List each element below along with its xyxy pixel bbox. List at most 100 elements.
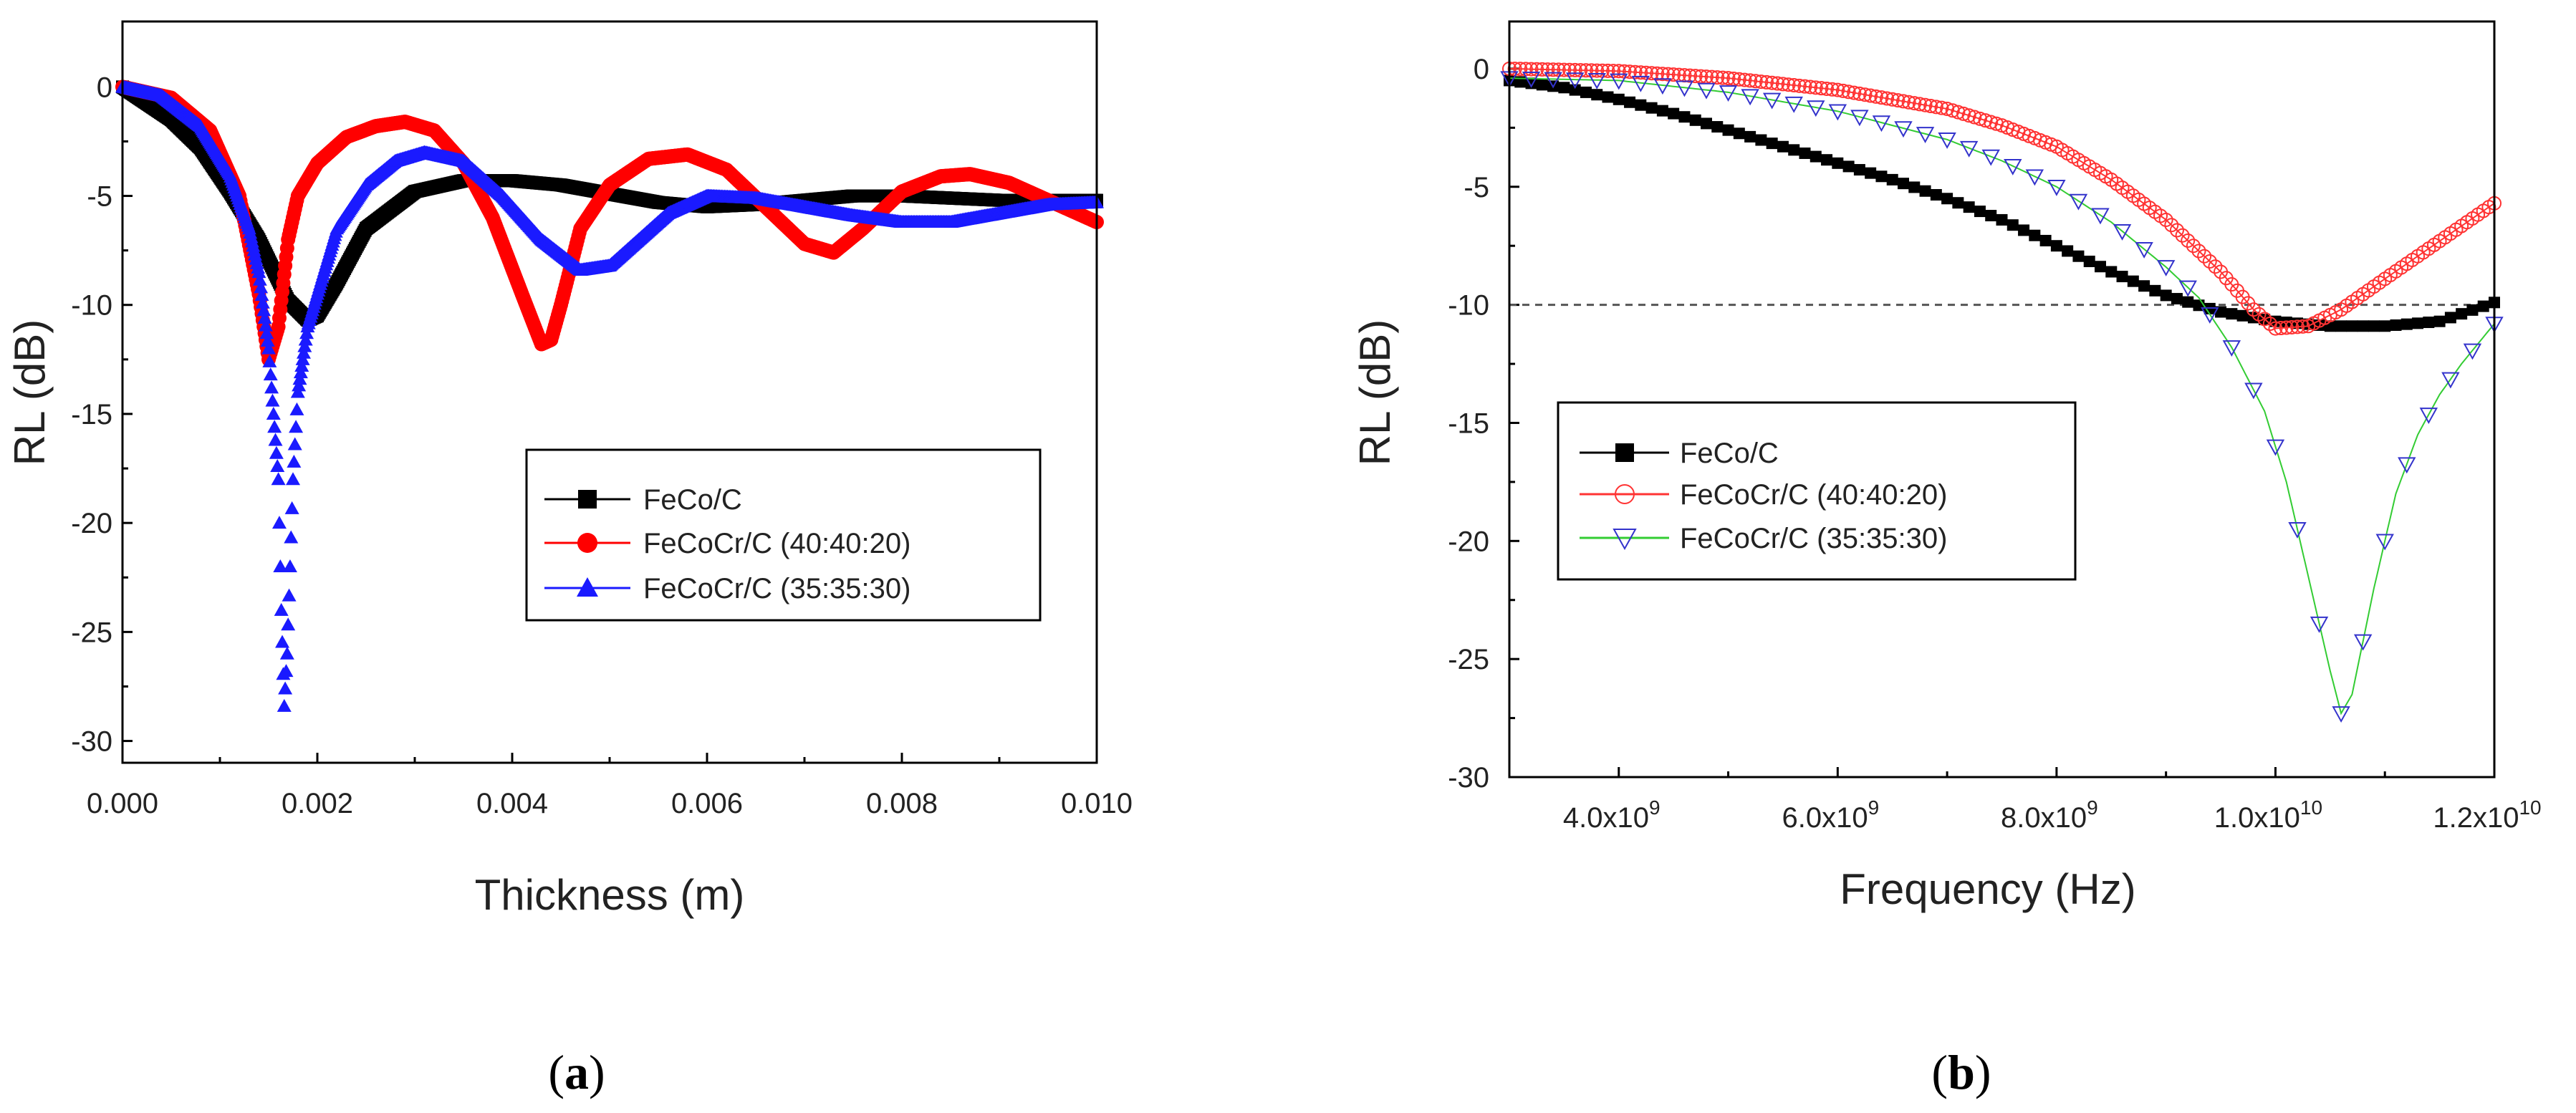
chart-a-point xyxy=(255,295,270,309)
chart-b-point xyxy=(1557,62,1572,77)
chart-b-point xyxy=(1754,74,1769,90)
chart-b-point xyxy=(1787,78,1802,93)
chart-b-point xyxy=(1565,72,1585,90)
chart-b-point xyxy=(1733,127,1745,140)
chart-b-point xyxy=(1850,110,1869,127)
chart-b-point xyxy=(1645,102,1658,114)
chart-b-point xyxy=(1963,201,1975,213)
chart-b-ytick-label: -25 xyxy=(1448,644,1489,675)
chart-a: 0.000 0.002 0.004 0.006 0.008 0.010 0 -5 -10 -15 -… xyxy=(6,20,1133,1099)
chart-b-point xyxy=(2412,317,2424,329)
chart-a-point xyxy=(297,339,312,352)
chart-b-point xyxy=(1951,105,1966,120)
chart-b-point xyxy=(1996,213,2008,226)
chart-a-point xyxy=(284,530,299,544)
chart-a-ytick-label: 0 xyxy=(97,72,112,103)
chart-b-point xyxy=(2191,244,2206,259)
chart-b-point xyxy=(1755,134,1767,146)
chart-b-point xyxy=(2113,223,2132,241)
chart-b-xtick-exponent: 10 xyxy=(2519,796,2541,819)
chart-b-point xyxy=(1683,68,1698,83)
chart-b-point xyxy=(2178,280,2197,297)
chart-b-point xyxy=(2202,254,2217,269)
chart-b-legend-marker xyxy=(1613,529,1637,551)
chart-a-point xyxy=(267,420,282,433)
chart-a-point xyxy=(293,365,308,379)
chart-a-legend-marker xyxy=(577,577,598,597)
panel-label-a: (a) xyxy=(548,1045,605,1099)
chart-a-point xyxy=(282,588,297,602)
chart-b-point xyxy=(1536,79,1548,91)
chart-a-point xyxy=(284,501,299,514)
chart-a-xtick-label: 0.008 xyxy=(866,788,938,819)
chart-b-point xyxy=(1814,81,1829,96)
chart-b-point xyxy=(1587,72,1606,90)
chart-b-point xyxy=(1764,75,1779,90)
chart-a-point xyxy=(273,559,288,573)
chart-a-ticks: 0.000 0.002 0.004 0.006 0.008 0.010 0 -5 -10 -15 -… xyxy=(71,72,1133,819)
chart-b-point xyxy=(2201,307,2219,324)
chart-b-point xyxy=(1623,64,1638,80)
chart-b-point xyxy=(2062,245,2074,257)
chart-b-point xyxy=(2149,284,2161,297)
chart-b-legend-label: FeCoCr/C (35:35:30) xyxy=(1680,523,1947,554)
chart-b-point xyxy=(1719,85,1738,102)
chart-a-ytick-label: -10 xyxy=(71,290,112,322)
chart-b-point xyxy=(2039,234,2052,246)
chart-b-point xyxy=(1715,70,1730,85)
chart-b-point xyxy=(1693,69,1708,84)
chart-a-xtick-label: 0.002 xyxy=(282,788,353,819)
chart-b-point xyxy=(2398,457,2416,474)
chart-b-point xyxy=(1653,78,1672,95)
chart-b-point xyxy=(1678,111,1691,123)
chart-b-point xyxy=(1875,170,1888,183)
chart-b-point xyxy=(2116,271,2128,283)
chart-a-point xyxy=(292,378,307,392)
chart-b-xtick-label: 8.0x109 xyxy=(2001,796,2098,834)
chart-b-point xyxy=(1863,88,1878,103)
chart-b-point xyxy=(2295,319,2310,334)
chart-b-point xyxy=(2463,343,2482,360)
chart-b-xtick-mantissa: 6.0x10 xyxy=(1782,802,1868,834)
chart-b-point xyxy=(2456,308,2468,320)
chart-b-point xyxy=(1544,72,1562,89)
chart-b-point xyxy=(1569,84,1581,96)
chart-a-point xyxy=(257,311,272,324)
chart-b-point xyxy=(1857,87,1873,102)
chart-b-point xyxy=(2164,218,2179,233)
chart-a-point xyxy=(279,646,294,660)
chart-b-point xyxy=(1781,77,1796,92)
chart-b-legend-marker xyxy=(1615,484,1635,504)
chart-b-xtick-label: 1.2x1010 xyxy=(2433,796,2541,834)
chart-b-ylabel: RL (dB) xyxy=(1351,319,1399,466)
chart-a-xtick-label: 0.004 xyxy=(476,788,548,819)
chart-b-point xyxy=(1808,80,1823,95)
chart-b-point xyxy=(1901,95,1916,110)
chart-b-point xyxy=(2138,280,2150,292)
chart-b-point xyxy=(2105,266,2118,278)
chart-b-point xyxy=(1580,86,1592,98)
chart-b-legend-label: FeCoCr/C (40:40:20) xyxy=(1680,479,1947,511)
chart-a-point xyxy=(292,372,307,385)
chart-b-xtick-label: 1.0x1010 xyxy=(2214,796,2322,834)
chart-a-point xyxy=(252,272,267,286)
chart-b-point xyxy=(1578,63,1593,78)
chart-a-point xyxy=(279,664,294,678)
chart-b-point xyxy=(1820,81,1835,96)
chart-b-point xyxy=(1701,117,1712,130)
chart-b-point xyxy=(2025,169,2044,186)
chart-b-point xyxy=(2018,224,2030,236)
chart-b-point xyxy=(2279,320,2294,335)
chart-b-point xyxy=(1896,94,1911,109)
chart-b-ytick-label: -15 xyxy=(1448,408,1489,439)
chart-a-point xyxy=(256,303,271,317)
chart-b-point xyxy=(1832,157,1844,169)
chart-b-point xyxy=(1852,86,1867,101)
chart-b-point xyxy=(1930,188,1942,201)
chart-b-point xyxy=(1762,92,1782,110)
chart-a-point xyxy=(295,352,310,365)
chart-b-point xyxy=(1737,72,1752,87)
chart-b-ytick-label: -5 xyxy=(1464,172,1489,203)
chart-a-ytick-label: -15 xyxy=(71,399,112,430)
chart-b-ytick-label: -10 xyxy=(1448,290,1489,322)
